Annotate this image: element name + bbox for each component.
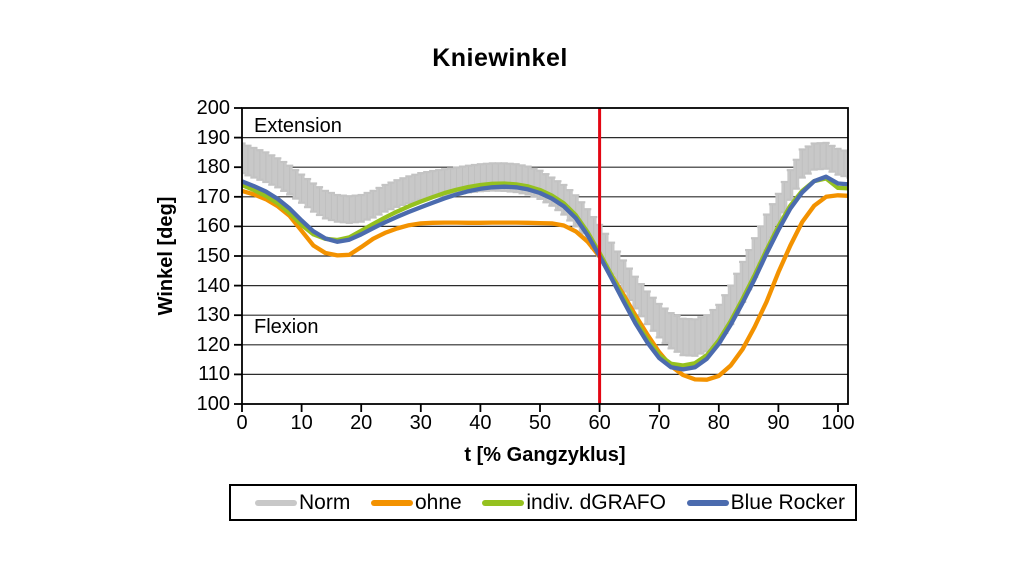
legend-line-swatch bbox=[482, 499, 525, 506]
legend-line-swatch bbox=[370, 499, 413, 506]
annotation-extension: Extension bbox=[254, 115, 342, 137]
y-tick-label: 100 bbox=[196, 393, 230, 415]
legend-line-swatch bbox=[686, 499, 729, 506]
legend-label: ohne bbox=[414, 490, 462, 514]
legend-item-blue-rocker: Blue Rocker bbox=[686, 490, 845, 515]
x-tick-label: 30 bbox=[409, 412, 432, 434]
y-tick-label: 150 bbox=[196, 245, 230, 267]
x-tick-label: 20 bbox=[350, 412, 373, 434]
y-tick-label: 110 bbox=[198, 363, 230, 386]
x-tick-label: 60 bbox=[588, 412, 611, 434]
x-axis-title: t [% Gangzyklus] bbox=[464, 444, 626, 466]
x-tick-label: 0 bbox=[236, 412, 248, 434]
chart-title: Kniewinkel bbox=[432, 44, 568, 72]
y-tick-label: 190 bbox=[196, 126, 230, 149]
x-tick-label: 100 bbox=[821, 412, 855, 434]
x-tick-label: 90 bbox=[767, 412, 790, 434]
y-tick-label: 120 bbox=[196, 333, 230, 356]
y-tick-label: 180 bbox=[196, 156, 230, 179]
x-tick-label: 70 bbox=[648, 412, 671, 434]
x-tick-label: 80 bbox=[707, 412, 730, 434]
legend-item-indiv-dgrafo: indiv. dGRAFO bbox=[482, 491, 666, 515]
legend-line-swatch bbox=[255, 499, 297, 506]
y-tick-label: 160 bbox=[196, 215, 230, 238]
y-tick-label: 130 bbox=[196, 304, 230, 327]
y-tick-label: 170 bbox=[196, 185, 230, 208]
x-tick-label: 40 bbox=[469, 412, 492, 434]
legend-item-norm: Norm bbox=[255, 491, 350, 515]
legend: Norm ohne indiv. dGRAFO Blue Rocker bbox=[229, 484, 857, 521]
annotation-flexion: Flexion bbox=[254, 316, 319, 338]
legend-label: Norm bbox=[299, 490, 351, 514]
x-tick-label: 10 bbox=[290, 412, 313, 434]
x-tick-label: 50 bbox=[528, 412, 552, 434]
legend-item-ohne: ohne bbox=[370, 490, 462, 515]
y-tick-label: 140 bbox=[196, 274, 230, 297]
legend-label: indiv. dGRAFO bbox=[526, 490, 666, 514]
y-tick-label: 200 bbox=[196, 97, 230, 119]
legend-label: Blue Rocker bbox=[730, 490, 845, 514]
